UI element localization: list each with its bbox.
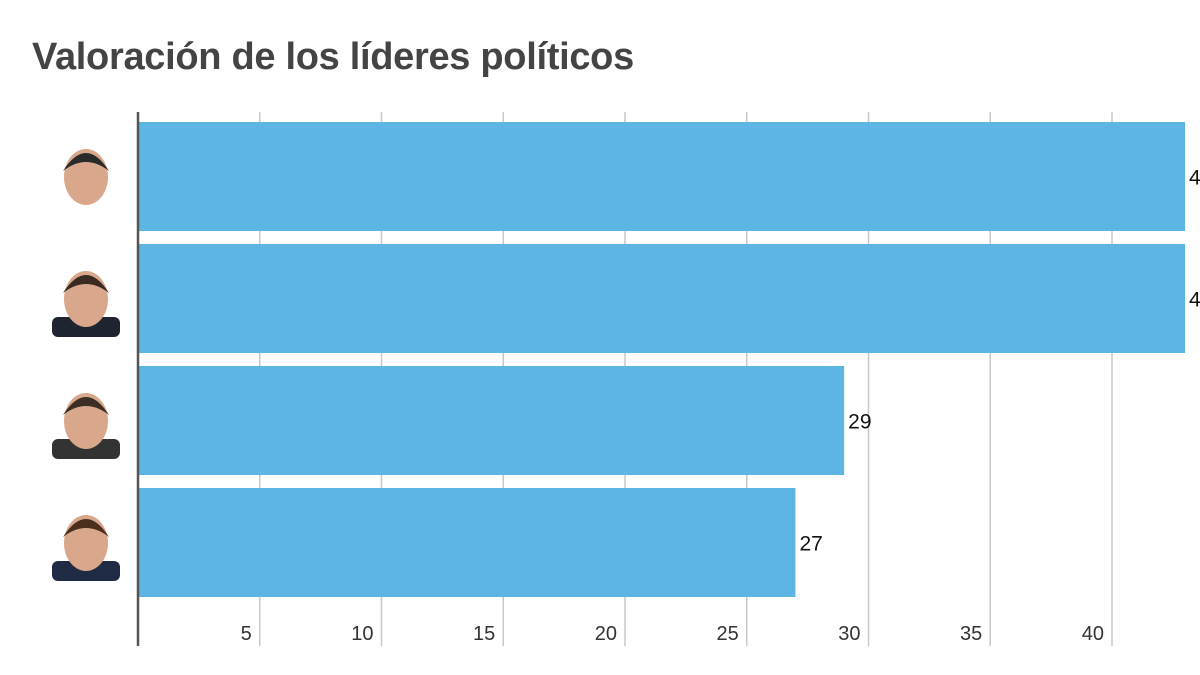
- x-tick-label: 30: [838, 623, 860, 645]
- bar-value-label: 43: [1189, 289, 1200, 312]
- bar-value-label: 27: [799, 533, 822, 556]
- avatar-hair: [63, 153, 109, 171]
- avatar-hair: [63, 397, 109, 415]
- bar: [138, 122, 1186, 231]
- chart-title: Valoración de los líderes políticos: [32, 36, 634, 78]
- x-tick-label: 20: [595, 623, 617, 645]
- x-tick-label: 15: [473, 623, 495, 645]
- x-tick-label: 25: [717, 623, 739, 645]
- x-tick-label: 5: [241, 623, 252, 645]
- x-tick-label: 10: [351, 623, 373, 645]
- bar: [138, 488, 796, 597]
- avatar-hair: [63, 275, 109, 293]
- bar-value-label: 43: [1189, 167, 1200, 190]
- x-tick-label: 40: [1082, 623, 1104, 645]
- bar: [138, 244, 1186, 353]
- avatar-hair: [63, 519, 109, 537]
- bar: [138, 366, 845, 475]
- x-tick-label: 35: [960, 623, 982, 645]
- bar-value-label: 29: [848, 411, 871, 434]
